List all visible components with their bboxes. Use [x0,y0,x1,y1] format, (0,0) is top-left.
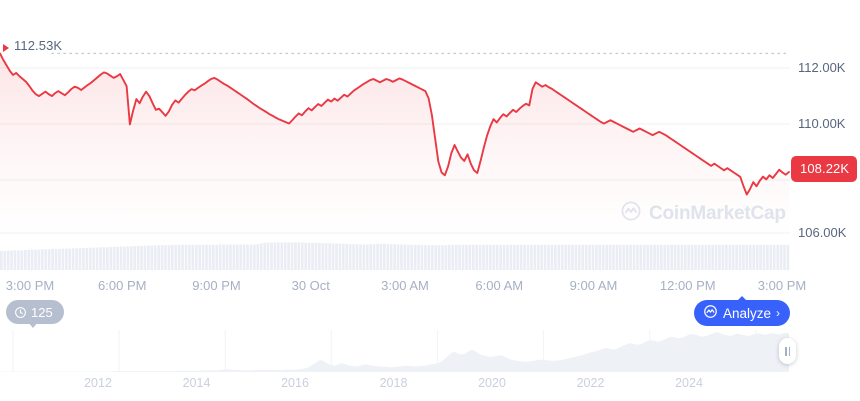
y-axis-tick-label: 112.00K [798,60,846,75]
navigator-area-chart[interactable] [0,330,790,372]
datapoint-count-pill[interactable]: 125 [6,300,64,328]
period-high-marker-icon [3,44,9,52]
x-axis-tick-label: 3:00 PM [757,278,807,293]
navigator-year-label: 2022 [576,376,605,390]
current-price-badge: 108.22K [791,156,858,182]
pill-pointer [28,322,38,328]
x-axis-tick-label: 9:00 PM [192,278,241,293]
navigator-year-label: 2020 [478,376,506,390]
watermark: CoinMarketCap [620,200,786,228]
coinmarketcap-logo-icon [620,200,642,228]
x-axis-tick-label: 6:00 PM [98,278,147,293]
price-line-chart[interactable] [0,30,790,270]
navigator-year-label: 2018 [379,376,408,390]
coinmarketcap-logo-icon [703,304,718,322]
y-axis-tick-label: 106.00K [798,225,847,240]
x-axis-tick-label: 30 Oct [291,278,330,293]
x-axis-tick-label: 3:00 PM [5,278,55,293]
x-axis-labels: 3:00 PM 6:00 PM 9:00 PM 30 Oct 3:00 AM 6:00 A… [0,278,806,298]
period-high-label: 112.53K [14,38,63,53]
x-axis-tick-label: 12:00 PM [659,278,716,293]
x-axis-tick-label: 3:00 AM [381,278,429,293]
analyze-label: Analyze [723,305,772,321]
navigator-year-labels: 2012 2014 2016 2018 2020 2022 2024 [0,376,790,394]
range-navigator[interactable] [0,330,790,372]
y-axis-tick-label: 110.00K [798,116,846,131]
analyze-button[interactable]: Analyze › [694,296,791,326]
chart-plot-area[interactable] [0,30,790,270]
navigator-year-label: 2014 [182,376,211,390]
navigator-year-label: 2016 [281,376,309,390]
navigator-year-label: 2024 [675,376,703,390]
button-pointer [737,296,748,301]
drag-handle-icon [788,346,790,356]
watermark-label: CoinMarketCap [649,203,786,224]
x-axis-tick-label: 9:00 AM [569,278,618,293]
chevron-right-icon: › [776,306,781,320]
navigator-year-label: 2012 [84,376,112,390]
navigator-right-handle[interactable] [779,338,796,364]
drag-handle-icon [785,346,787,356]
datapoint-count-label: 125 [31,304,53,320]
clock-icon [14,306,27,319]
x-axis-tick-label: 6:00 AM [475,278,524,293]
